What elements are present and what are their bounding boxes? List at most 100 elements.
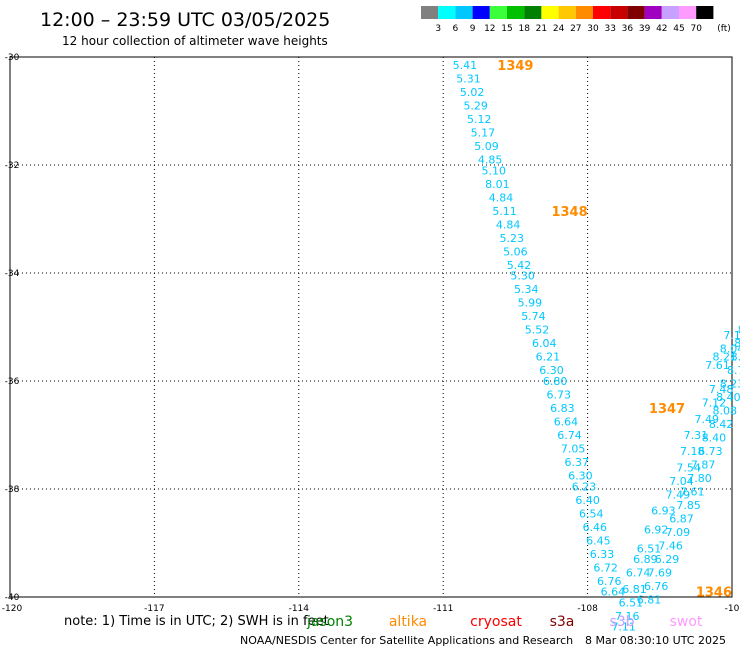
wave-height-value: 7.54 [676,461,701,474]
wave-height-value: 6.73 [698,445,723,458]
legend-label: 36 [622,24,634,34]
legend-swatch [644,6,662,19]
y-tick-label: -40 [5,593,20,603]
wave-height-value: 5.09 [474,140,499,153]
satellite-name: jason3 [306,614,353,630]
wave-height-value: 6.51 [619,596,644,609]
wave-height-value: 8.30 [738,324,740,337]
color-legend: 3 6 9 12 15 18 21 24 27 30 33 36 39 42 45 70 (ft) [421,6,731,34]
wave-height-value: 6.92 [644,524,669,537]
footer-note: note: 1) Time is in UTC; 2) SWH is in fe… [64,614,329,629]
legend-label: 18 [518,24,530,34]
wave-height-value: 7.69 [648,567,673,580]
wave-height-value: 6.30 [568,470,593,483]
wave-height-value: 8.40 [702,432,727,445]
wave-height-value: 7.13 [723,329,740,342]
legend-swatch [610,6,628,19]
legend-label: 45 [673,24,684,34]
wave-height-value: 8.49 [731,351,740,364]
satellite-name: s3a [550,614,575,630]
wave-height-value: 5.11 [492,205,517,218]
wave-height-values: 5.415.315.025.295.125.175.094.855.108.01… [453,59,740,634]
wave-height-value: 8.78 [727,364,740,377]
pass-number-label: 1349 [497,59,533,74]
wave-height-value: 5.10 [481,164,506,177]
pass-number-label: 1346 [696,586,732,601]
legend-swatch [696,6,714,19]
wave-height-value: 5.41 [453,59,478,72]
wave-height-value: 8.23 [720,378,740,391]
wave-height-value: 7.80 [687,472,712,485]
wave-height-value: 5.06 [503,245,528,258]
wave-height-value: 4.84 [496,218,521,231]
legend-swatch [472,6,490,19]
axis-ticks: -120 -117 -114 -111 -108 -10 -30 -32 -34 -36 -38 -4… [2,53,740,614]
wave-height-value: 7.87 [691,459,716,472]
wave-height-value: 6.73 [546,389,571,402]
x-tick-label: -114 [289,604,310,614]
legend-label: 15 [501,24,512,34]
wave-height-value: 7.04 [669,475,694,488]
legend-label: 12 [484,24,495,34]
legend-swatch [575,6,593,19]
wave-height-value: 8.42 [709,418,734,431]
legend-swatch [438,6,456,19]
wave-height-value: 5.31 [456,73,481,86]
wave-height-value: 6.33 [590,548,615,561]
legend-label: 24 [553,24,565,34]
legend-label: 70 [690,24,702,34]
wave-height-value: 6.83 [550,402,575,415]
legend-label: 39 [639,24,651,34]
wave-height-value: 7.46 [658,540,683,553]
wave-height-value: 6.93 [651,505,676,518]
wave-height-value: 6.30 [539,364,564,377]
wave-height-value: 7.61 [705,359,730,372]
x-tick-label: -10 [725,604,740,614]
wave-height-value: 6.89 [633,553,658,566]
wave-height-value: 6.74 [557,429,582,442]
x-tick-label: -117 [144,604,164,614]
wave-height-value: 5.34 [514,283,539,296]
wave-height-value: 6.37 [565,456,590,469]
legend-swatch [593,6,611,19]
x-tick-label: -120 [2,604,23,614]
legend-swatch [541,6,559,19]
wave-height-value: 7.18 [680,445,705,458]
wave-height-value: 6.54 [579,507,604,520]
plot-frame [9,56,733,598]
legend-label: 3 [435,24,441,34]
legend-swatch [489,6,507,19]
wave-height-value: 8.19 [734,337,740,350]
legend-swatch [558,6,576,19]
pass-labels: 1349134813471346160316401 [497,59,732,601]
wave-height-value: 6.29 [655,553,680,566]
wave-height-value: 6.45 [586,534,611,547]
legend-label: 42 [656,24,667,34]
legend-swatch [455,6,473,19]
x-tick-label: -108 [577,604,598,614]
legend-label: 21 [536,24,547,34]
wave-height-value: 7.61 [680,486,705,499]
wave-height-value: 5.74 [521,310,546,323]
wave-height-value: 6.21 [536,351,561,364]
wave-height-value: 7.11 [611,621,636,634]
wave-height-value: 7.09 [666,526,691,539]
pass-number-label: 1347 [649,402,685,417]
legend-swatch [507,6,525,19]
wave-height-value: 6.76 [597,575,622,588]
wave-height-value: 5.52 [525,324,550,337]
footer-credit: NOAA/NESDIS Center for Satellite Applica… [240,634,573,647]
wave-height-value: 6.74 [626,567,651,580]
legend-label: 27 [570,24,581,34]
legend-label: 33 [604,24,615,34]
legend-label: 6 [453,24,459,34]
y-tick-label: -34 [5,269,20,279]
wave-height-value: 6.51 [637,542,662,555]
y-tick-label: -38 [5,485,20,495]
wave-height-value: 6.81 [622,583,647,596]
wave-height-value: 6.72 [593,561,618,574]
wave-height-value: 4.85 [478,154,503,167]
wave-height-value: 6.80 [543,375,568,388]
wave-height-value: 6.64 [601,586,626,599]
